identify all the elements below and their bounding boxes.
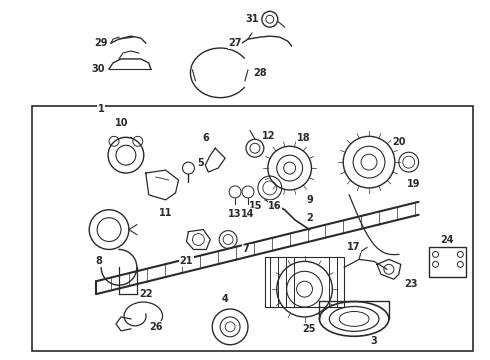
Text: 20: 20 (392, 137, 406, 147)
Bar (32, 105, 473, 351)
Text: 21: 21 (180, 256, 193, 266)
Text: 29: 29 (95, 38, 108, 48)
Text: 16: 16 (268, 201, 282, 211)
Text: 14: 14 (241, 209, 255, 219)
Text: 26: 26 (149, 322, 163, 332)
Text: 31: 31 (245, 14, 259, 24)
Text: 5: 5 (197, 158, 204, 168)
Bar (429, 247, 466, 277)
Text: 22: 22 (139, 289, 152, 299)
Text: 24: 24 (441, 234, 454, 244)
Text: 7: 7 (243, 244, 249, 255)
Text: 3: 3 (370, 336, 377, 346)
Text: 18: 18 (297, 133, 310, 143)
Text: 15: 15 (249, 201, 263, 211)
Text: 23: 23 (404, 279, 417, 289)
Bar (265, 257, 344, 307)
Text: 30: 30 (92, 64, 105, 74)
Text: 25: 25 (303, 324, 316, 334)
Text: 27: 27 (228, 38, 242, 48)
Text: 1: 1 (98, 104, 104, 113)
Text: 13: 13 (228, 209, 242, 219)
Text: 17: 17 (347, 243, 361, 252)
Text: 19: 19 (407, 179, 420, 189)
Text: 9: 9 (306, 195, 313, 205)
Text: 4: 4 (222, 294, 228, 304)
Text: 28: 28 (253, 68, 267, 78)
Text: 11: 11 (159, 208, 172, 218)
Text: 8: 8 (96, 256, 102, 266)
Text: 12: 12 (262, 131, 275, 141)
Text: 6: 6 (202, 133, 209, 143)
Text: 2: 2 (306, 213, 313, 223)
Text: 10: 10 (115, 118, 129, 129)
